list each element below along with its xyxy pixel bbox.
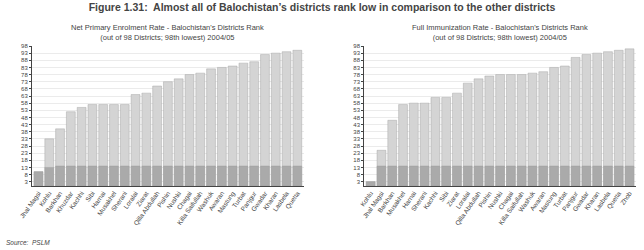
svg-text:88: 88 — [353, 57, 360, 63]
svg-text:78: 78 — [21, 72, 28, 78]
svg-text:Mastung: Mastung — [216, 190, 237, 215]
svg-text:Panjgur: Panjgur — [560, 189, 580, 213]
svg-text:98: 98 — [21, 43, 28, 49]
svg-text:53: 53 — [21, 107, 28, 113]
svg-text:Loralai: Loralai — [122, 190, 139, 210]
svg-text:78: 78 — [353, 72, 360, 78]
svg-text:Mastung: Mastung — [537, 190, 558, 215]
svg-text:48: 48 — [21, 115, 28, 121]
svg-text:Sibi: Sibi — [84, 190, 96, 203]
svg-text:58: 58 — [21, 100, 28, 106]
svg-text:Harnai: Harnai — [401, 190, 418, 210]
svg-text:Chagai: Chagai — [175, 190, 193, 211]
svg-text:13: 13 — [21, 165, 28, 171]
svg-text:93: 93 — [21, 50, 28, 56]
svg-text:Source: PSLM: Source: PSLM — [6, 239, 50, 246]
svg-text:3: 3 — [357, 179, 361, 185]
svg-text:8: 8 — [357, 172, 361, 178]
svg-text:28: 28 — [353, 143, 360, 149]
svg-text:63: 63 — [353, 93, 360, 99]
svg-text:43: 43 — [353, 122, 360, 128]
svg-text:Harnai: Harnai — [90, 190, 107, 210]
svg-text:18: 18 — [21, 157, 28, 163]
svg-text:Net Primary Enrolment Rate - B: Net Primary Enrolment Rate - Balochistan… — [71, 23, 264, 42]
svg-text:Barkhan: Barkhan — [376, 190, 396, 214]
svg-text:Quetta: Quetta — [605, 190, 623, 211]
svg-text:33: 33 — [21, 136, 28, 142]
svg-text:48: 48 — [353, 115, 360, 121]
svg-text:98: 98 — [353, 43, 360, 49]
svg-text:Panjgur: Panjgur — [239, 189, 259, 213]
svg-text:Kohlu: Kohlu — [359, 190, 374, 208]
svg-text:Awaran: Awaran — [528, 190, 547, 212]
svg-text:Sibi: Sibi — [438, 190, 450, 203]
svg-text:Kharan: Kharan — [261, 190, 279, 211]
svg-text:Gwadar: Gwadar — [250, 189, 269, 212]
svg-text:Washuk: Washuk — [195, 189, 214, 213]
svg-text:43: 43 — [21, 122, 28, 128]
svg-text:Nushki: Nushki — [165, 190, 182, 210]
svg-text:73: 73 — [21, 79, 28, 85]
svg-text:Kachhi: Kachhi — [422, 190, 439, 210]
svg-text:Loralai: Loralai — [454, 190, 471, 210]
svg-text:Jhal Magsi: Jhal Magsi — [361, 190, 385, 220]
svg-text:Chagai: Chagai — [497, 190, 515, 211]
svg-text:18: 18 — [353, 157, 360, 163]
svg-text:Sherani: Sherani — [409, 190, 428, 212]
svg-text:68: 68 — [353, 86, 360, 92]
svg-text:Jhal Magsi: Jhal Magsi — [18, 190, 42, 220]
svg-text:Killa Saifullah: Killa Saifullah — [176, 190, 204, 226]
svg-text:Lasbela: Lasbela — [593, 190, 612, 213]
svg-text:93: 93 — [353, 50, 360, 56]
svg-text:63: 63 — [21, 93, 28, 99]
svg-text:Sherani: Sherani — [110, 190, 129, 212]
svg-text:88: 88 — [21, 57, 28, 63]
svg-text:68: 68 — [21, 86, 28, 92]
svg-text:53: 53 — [353, 107, 360, 113]
svg-text:83: 83 — [353, 65, 360, 71]
svg-text:Turbat: Turbat — [231, 190, 247, 209]
svg-text:38: 38 — [353, 129, 360, 135]
svg-text:Killa Saifullah: Killa Saifullah — [497, 190, 525, 226]
svg-text:Pishin: Pishin — [477, 190, 493, 209]
svg-text:8: 8 — [24, 172, 28, 178]
svg-text:Musakhel: Musakhel — [385, 190, 407, 217]
svg-text:83: 83 — [21, 65, 28, 71]
svg-text:Musakhel: Musakhel — [96, 190, 118, 217]
svg-text:73: 73 — [353, 79, 360, 85]
svg-text:Gwadar: Gwadar — [571, 189, 590, 212]
svg-text:Figure 1.31: Almost all of Ba: Figure 1.31: Almost all of Balochistan’s… — [89, 1, 556, 13]
svg-text:Lasbela: Lasbela — [271, 190, 290, 213]
svg-text:23: 23 — [353, 150, 360, 156]
svg-text:Ziarat: Ziarat — [135, 190, 150, 208]
svg-text:Ziarat: Ziarat — [445, 190, 460, 208]
svg-text:13: 13 — [353, 165, 360, 171]
svg-text:Zhob: Zhob — [619, 190, 633, 206]
svg-text:58: 58 — [353, 100, 360, 106]
svg-text:Kohlu: Kohlu — [37, 190, 52, 208]
svg-text:28: 28 — [21, 143, 28, 149]
svg-text:Barkhan: Barkhan — [44, 190, 64, 214]
svg-text:Quetta: Quetta — [284, 190, 302, 211]
svg-text:Turbat: Turbat — [552, 190, 568, 209]
svg-text:Kharan: Kharan — [583, 190, 601, 211]
svg-text:33: 33 — [353, 136, 360, 142]
svg-text:38: 38 — [21, 129, 28, 135]
svg-text:Full Immunization Rate - Baloc: Full Immunization Rate - Balochistan's D… — [412, 23, 588, 42]
svg-text:Nushki: Nushki — [486, 190, 503, 210]
svg-text:Pishin: Pishin — [155, 190, 171, 209]
svg-text:Washuk: Washuk — [517, 189, 536, 213]
svg-text:Khuzdar: Khuzdar — [55, 189, 75, 214]
svg-text:3: 3 — [24, 179, 28, 185]
svg-text:Kachhi: Kachhi — [68, 190, 85, 210]
svg-text:23: 23 — [21, 150, 28, 156]
svg-text:Qilla Abdullah: Qilla Abdullah — [453, 190, 483, 227]
svg-text:Qilla Abdullah: Qilla Abdullah — [132, 190, 162, 227]
svg-text:Awaran: Awaran — [207, 190, 226, 212]
